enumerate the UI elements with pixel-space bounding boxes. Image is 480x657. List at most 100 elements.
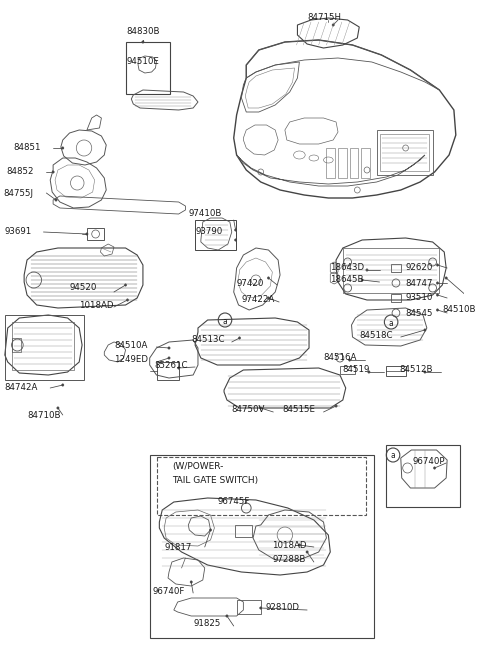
Circle shape xyxy=(445,277,447,279)
Text: 92620: 92620 xyxy=(406,263,433,273)
Text: 84519: 84519 xyxy=(343,365,370,374)
Circle shape xyxy=(126,299,129,301)
Text: 91825: 91825 xyxy=(193,620,220,629)
Text: 91817: 91817 xyxy=(164,543,192,551)
Text: 84830B: 84830B xyxy=(126,28,160,37)
Text: 96745F: 96745F xyxy=(217,497,250,507)
Text: 84512B: 84512B xyxy=(400,365,433,374)
Circle shape xyxy=(61,384,64,386)
Bar xyxy=(12,338,21,352)
Text: 97410B: 97410B xyxy=(188,208,222,217)
Bar xyxy=(349,148,358,178)
Circle shape xyxy=(239,337,240,339)
Text: 96740P: 96740P xyxy=(412,457,445,466)
Text: 84755J: 84755J xyxy=(3,189,33,198)
Text: 84510A: 84510A xyxy=(114,340,147,350)
Circle shape xyxy=(190,581,192,583)
Text: 97288B: 97288B xyxy=(272,556,306,564)
Bar xyxy=(338,148,347,178)
Text: 84545: 84545 xyxy=(406,309,433,317)
Text: 94510E: 94510E xyxy=(127,58,159,66)
Text: 18645B: 18645B xyxy=(330,275,364,284)
Circle shape xyxy=(260,607,262,609)
Text: 93691: 93691 xyxy=(5,227,32,237)
Text: a: a xyxy=(389,319,394,327)
Bar xyxy=(343,248,439,293)
Text: 97420: 97420 xyxy=(237,279,264,288)
Bar xyxy=(326,148,335,178)
Circle shape xyxy=(209,529,212,532)
Circle shape xyxy=(361,279,363,281)
Text: 18643D: 18643D xyxy=(330,263,364,273)
Text: 93790: 93790 xyxy=(195,227,222,237)
Text: a: a xyxy=(223,317,228,325)
Circle shape xyxy=(436,282,439,284)
Circle shape xyxy=(124,284,127,286)
Circle shape xyxy=(436,294,439,296)
Circle shape xyxy=(332,24,335,26)
Text: a: a xyxy=(391,451,396,461)
Bar xyxy=(391,264,401,272)
Text: 84715H: 84715H xyxy=(307,14,341,22)
Bar xyxy=(5,315,84,380)
Circle shape xyxy=(168,357,170,359)
Circle shape xyxy=(178,367,180,369)
Text: (W/POWER-: (W/POWER- xyxy=(172,463,223,472)
Circle shape xyxy=(86,233,88,235)
Circle shape xyxy=(306,551,308,553)
Circle shape xyxy=(348,359,351,361)
Bar xyxy=(12,322,74,370)
Bar xyxy=(126,42,170,94)
Circle shape xyxy=(61,147,64,149)
Circle shape xyxy=(424,328,426,331)
Bar xyxy=(391,294,401,302)
Bar xyxy=(381,134,429,171)
Text: 84747: 84747 xyxy=(406,279,433,288)
Text: 85261C: 85261C xyxy=(155,361,188,369)
Circle shape xyxy=(436,309,439,311)
Circle shape xyxy=(298,544,300,546)
Text: 97422A: 97422A xyxy=(241,296,275,304)
Text: 84851: 84851 xyxy=(13,143,41,152)
Text: 84513C: 84513C xyxy=(191,336,225,344)
Circle shape xyxy=(234,238,237,241)
Bar xyxy=(377,130,432,175)
Bar xyxy=(340,366,355,374)
Circle shape xyxy=(226,615,228,617)
Circle shape xyxy=(335,405,337,407)
Text: 1018AD: 1018AD xyxy=(272,541,307,549)
Circle shape xyxy=(260,407,262,409)
Text: 1249ED: 1249ED xyxy=(114,355,148,365)
Circle shape xyxy=(267,297,270,299)
Bar xyxy=(237,600,261,614)
Circle shape xyxy=(368,371,370,373)
Text: 96740F: 96740F xyxy=(153,587,185,595)
Text: 84515E: 84515E xyxy=(282,405,315,415)
Circle shape xyxy=(57,407,59,409)
Circle shape xyxy=(436,264,439,266)
Text: 84750V: 84750V xyxy=(232,405,265,415)
Bar xyxy=(157,362,179,380)
Text: 84516A: 84516A xyxy=(324,353,357,363)
Bar xyxy=(157,457,366,515)
Text: 1018AD: 1018AD xyxy=(79,300,114,309)
Text: 84710B: 84710B xyxy=(27,411,60,420)
Bar xyxy=(386,366,406,376)
Text: 84852: 84852 xyxy=(7,168,34,177)
Circle shape xyxy=(433,467,436,469)
Text: 92810D: 92810D xyxy=(265,604,300,612)
Text: 84510B: 84510B xyxy=(442,306,476,315)
Circle shape xyxy=(142,41,144,43)
Bar xyxy=(195,220,236,250)
Bar xyxy=(235,525,252,537)
Text: TAIL GATE SWITCH): TAIL GATE SWITCH) xyxy=(172,476,258,486)
Circle shape xyxy=(52,171,54,173)
Circle shape xyxy=(168,347,170,350)
Circle shape xyxy=(424,371,426,373)
Bar xyxy=(87,228,104,240)
Text: 93510: 93510 xyxy=(406,294,433,302)
Circle shape xyxy=(234,229,237,231)
Circle shape xyxy=(55,199,57,201)
Text: 84742A: 84742A xyxy=(5,384,38,392)
Circle shape xyxy=(366,269,368,271)
